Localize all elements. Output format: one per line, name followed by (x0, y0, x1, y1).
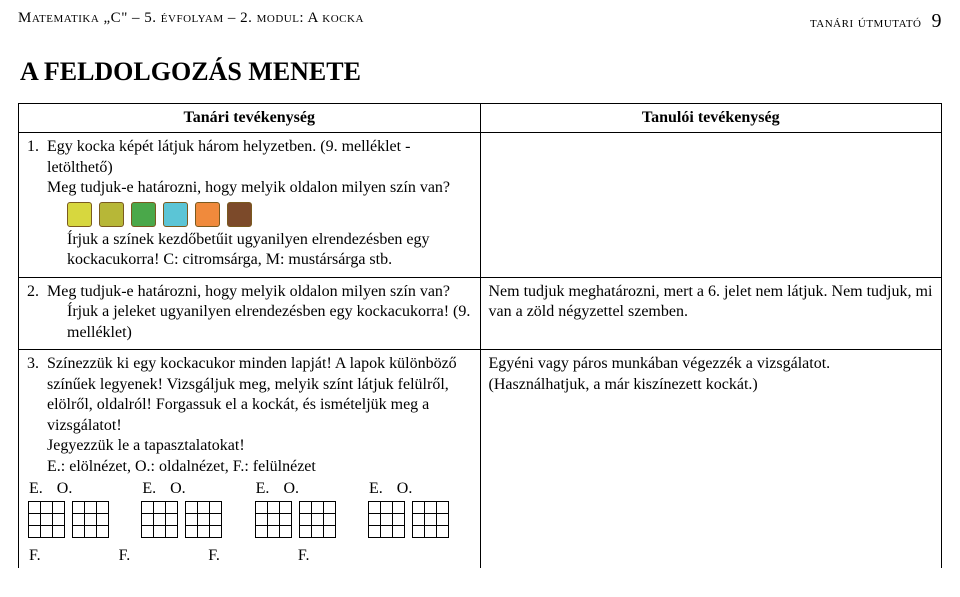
grid-pair: E. O. (142, 479, 222, 537)
color-swatch (195, 202, 220, 227)
grid3x3 (73, 502, 109, 538)
label-o: O. (170, 479, 186, 499)
cube-color-images (67, 202, 472, 227)
label-e: E. (142, 479, 156, 499)
grid3x3 (142, 502, 178, 538)
label-o: O. (397, 479, 413, 499)
label-f: F. (208, 546, 220, 566)
table-row: 2. Meg tudjuk-e határozni, hogy melyik o… (19, 277, 942, 349)
row3-num: 3. (27, 354, 47, 436)
color-swatch (99, 202, 124, 227)
row2-text1: Meg tudjuk-e határozni, hogy melyik olda… (47, 282, 472, 302)
row3-text2: Jegyezzük le a tapasztalatokat! (47, 436, 472, 456)
bottom-f-labels: F. F. F. F. (29, 546, 472, 566)
row1-text3: Írjuk a színek kezdőbetűit ugyanilyen el… (67, 230, 472, 271)
row3-text3: E.: elölnézet, O.: oldalnézet, F.: felül… (47, 457, 472, 477)
table-row: 1. Egy kocka képét látjuk három helyzetb… (19, 133, 942, 277)
grid-pair: E. O. (29, 479, 109, 537)
grid3x3 (29, 502, 65, 538)
row1-text2: Meg tudjuk-e határozni, hogy melyik olda… (47, 178, 472, 198)
row3-text1: Színezzük ki egy kockacukor minden lapjá… (47, 354, 472, 436)
label-o: O. (283, 479, 299, 499)
row2-student: Nem tudjuk meghatározni, mert a 6. jelet… (480, 277, 942, 349)
grid3x3 (413, 502, 449, 538)
row2-num: 2. (27, 282, 47, 302)
label-f: F. (119, 546, 131, 566)
color-swatch (131, 202, 156, 227)
color-swatch (67, 202, 92, 227)
color-swatch (163, 202, 188, 227)
row1-teacher: 1. Egy kocka képét látjuk három helyzetb… (19, 133, 481, 277)
grid-pair: E. O. (256, 479, 336, 537)
label-f: F. (29, 546, 41, 566)
label-e: E. (29, 479, 43, 499)
grid3x3 (300, 502, 336, 538)
section-title: A FELDOLGOZÁS MENETE (20, 57, 940, 87)
row1-num: 1. (27, 137, 47, 178)
row1-student (480, 133, 942, 277)
process-table: Tanári tevékenység Tanulói tevékenység 1… (18, 103, 942, 568)
col2-head: Tanulói tevékenység (480, 104, 942, 133)
row2-teacher: 2. Meg tudjuk-e határozni, hogy melyik o… (19, 277, 481, 349)
grid3x3 (369, 502, 405, 538)
row2-text2: Írjuk a jeleket ugyanilyen elrendezésben… (67, 302, 472, 343)
label-e: E. (369, 479, 383, 499)
header-right: tanári útmutató 9 (810, 10, 942, 33)
grid3x3 (256, 502, 292, 538)
view-grids-row: E. O. E. O. E. O. E. O. (29, 479, 449, 537)
page: Matematika „C" – 5. évfolyam – 2. modul:… (0, 0, 960, 597)
label-e: E. (256, 479, 270, 499)
color-swatch (227, 202, 252, 227)
col1-head: Tanári tevékenység (19, 104, 481, 133)
label-f: F. (298, 546, 310, 566)
header-right-text: tanári útmutató (810, 15, 922, 32)
row1-text1: Egy kocka képét látjuk három helyzetben.… (47, 137, 472, 178)
grid-pair: E. O. (369, 479, 449, 537)
table-header-row: Tanári tevékenység Tanulói tevékenység (19, 104, 942, 133)
table-row: 3. Színezzük ki egy kockacukor minden la… (19, 350, 942, 568)
header-left: Matematika „C" – 5. évfolyam – 2. modul:… (18, 10, 364, 33)
page-number: 9 (932, 10, 943, 33)
grid3x3 (186, 502, 222, 538)
label-o: O. (57, 479, 73, 499)
row3-student: Egyéni vagy páros munkában végezzék a vi… (480, 350, 942, 568)
row3-teacher: 3. Színezzük ki egy kockacukor minden la… (19, 350, 481, 568)
page-header: Matematika „C" – 5. évfolyam – 2. modul:… (18, 10, 942, 33)
